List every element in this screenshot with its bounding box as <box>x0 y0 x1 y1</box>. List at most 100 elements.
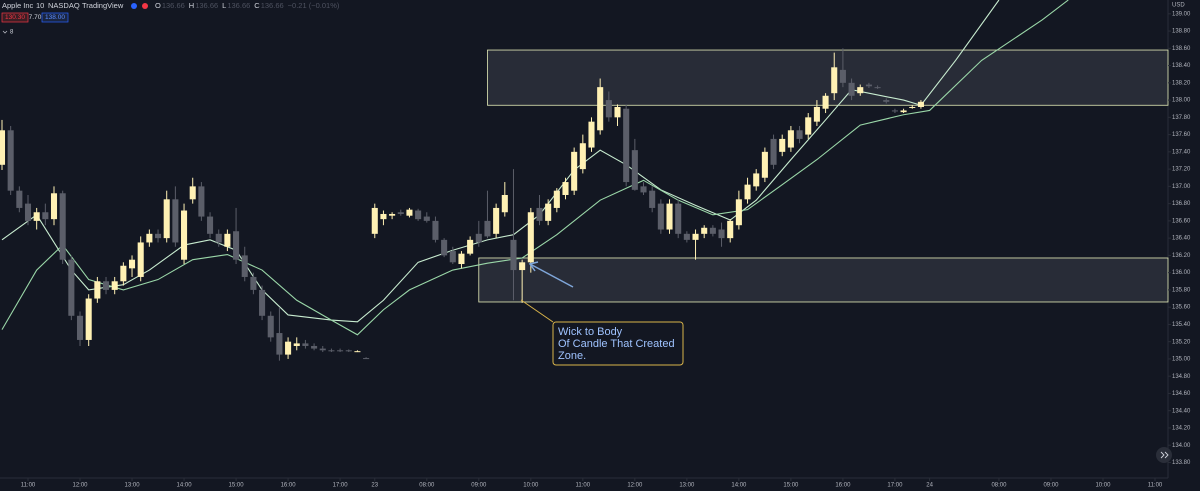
x-tick-label: 13:00 <box>679 483 695 489</box>
annotation-connector <box>520 299 554 323</box>
candle-body <box>735 199 742 226</box>
candle-body <box>874 87 881 89</box>
y-tick-label: 135.20 <box>1172 339 1191 345</box>
candle-body <box>102 281 110 290</box>
candle-body <box>198 186 205 217</box>
ohlc-item: 136.66 <box>195 1 218 10</box>
candle-body <box>761 151 768 178</box>
candle-body <box>181 210 188 260</box>
candle-body <box>215 233 222 243</box>
x-tick-label: 24 <box>926 483 933 489</box>
ohlc-item: C <box>254 1 260 10</box>
candle-body <box>319 348 326 351</box>
candle-body <box>813 106 820 122</box>
x-tick-label: 11:00 <box>1148 483 1163 489</box>
y-tick-label: 136.60 <box>1172 218 1191 224</box>
candle-body <box>59 193 66 260</box>
candle-body <box>380 213 387 220</box>
y-tick-label: 134.00 <box>1172 443 1191 449</box>
candle-body <box>50 193 58 220</box>
scroll-icon <box>1160 451 1169 459</box>
candle-body <box>640 186 647 193</box>
y-tick-label: 137.80 <box>1172 115 1191 121</box>
y-tick-label: 136.40 <box>1172 236 1191 242</box>
x-tick-label: 11:00 <box>576 483 591 489</box>
sell-badge[interactable] <box>1 12 29 23</box>
candle-body <box>701 227 708 234</box>
candle-body <box>458 253 465 265</box>
candle-body <box>614 106 621 118</box>
candle-body <box>302 343 309 346</box>
annotation-line: Wick to Body <box>558 326 623 338</box>
candle-body <box>848 82 855 96</box>
y-tick-label: 134.80 <box>1172 374 1191 380</box>
candle-body <box>787 130 794 148</box>
exchange: NASDAQ <box>48 1 80 10</box>
candle-body <box>744 184 751 200</box>
annotation-arrowhead <box>528 261 539 272</box>
y-tick-label: 137.60 <box>1172 132 1191 138</box>
ohlc-item: O <box>155 1 161 10</box>
candle-body <box>146 233 153 243</box>
candle-body <box>128 259 136 269</box>
y-tick-label: 134.20 <box>1172 426 1191 432</box>
candle-body <box>571 151 578 191</box>
candle-body <box>683 233 690 240</box>
candle-body <box>354 351 361 353</box>
candle-body <box>224 233 231 247</box>
candle-body <box>337 350 344 352</box>
candles <box>0 48 924 361</box>
candle-body <box>545 203 552 221</box>
annotation-arrow <box>529 263 574 288</box>
ohlc-item: H <box>189 1 194 10</box>
y-tick-label: 135.40 <box>1172 322 1191 328</box>
candle-body <box>605 100 612 118</box>
x-tick-label: 10:00 <box>523 483 539 489</box>
y-tick-label: 135.60 <box>1172 305 1191 311</box>
x-tick-label: 15:00 <box>783 483 799 489</box>
ohlc-item: 136.66 <box>227 1 250 10</box>
collapse-icon[interactable] <box>2 30 8 34</box>
candle-body <box>423 216 430 221</box>
x-tick-label: 15:00 <box>229 483 245 489</box>
candle-body <box>675 203 682 234</box>
axes: 133.80 134.00 134.20 134.40 134.60 134.80 135.… <box>21 11 1191 488</box>
candle-body <box>822 95 829 109</box>
ohlc-item: 136.66 <box>162 1 185 10</box>
supply-demand-zone <box>478 257 1169 303</box>
candle-body <box>891 110 898 112</box>
status-icon <box>131 3 137 9</box>
candle-body <box>588 121 595 148</box>
y-tick-label: 134.40 <box>1172 408 1191 414</box>
candle-body <box>727 220 734 239</box>
x-tick-label: 23 <box>371 483 378 489</box>
candle-body <box>311 345 318 349</box>
candle-body <box>172 199 179 243</box>
candle-body <box>917 101 924 107</box>
candle-body <box>536 207 543 221</box>
candle-body <box>493 207 500 234</box>
x-tick-label: 08:00 <box>419 483 435 489</box>
candle-body <box>371 207 378 234</box>
source: TradingView <box>82 1 124 10</box>
y-tick-label: 137.20 <box>1172 167 1191 173</box>
candle-body <box>779 138 786 152</box>
candle-body <box>666 203 673 230</box>
x-tick-label: 09:00 <box>1043 483 1059 489</box>
y-tick-label: 136.20 <box>1172 253 1191 259</box>
candle-body <box>94 281 101 299</box>
candle-body <box>753 173 760 187</box>
candle-body <box>363 358 370 360</box>
candle-body <box>553 190 560 208</box>
candle-body <box>649 190 656 208</box>
x-tick-label: 14:00 <box>731 483 747 489</box>
candle-body <box>562 182 569 195</box>
ohlc-item: 136.66 <box>261 1 284 10</box>
candle-body <box>189 186 196 200</box>
candle-body <box>24 203 32 221</box>
candle-body <box>597 87 604 131</box>
ohlc-item: L <box>222 1 226 10</box>
buy-badge[interactable] <box>41 12 69 23</box>
candle-body <box>839 69 846 83</box>
